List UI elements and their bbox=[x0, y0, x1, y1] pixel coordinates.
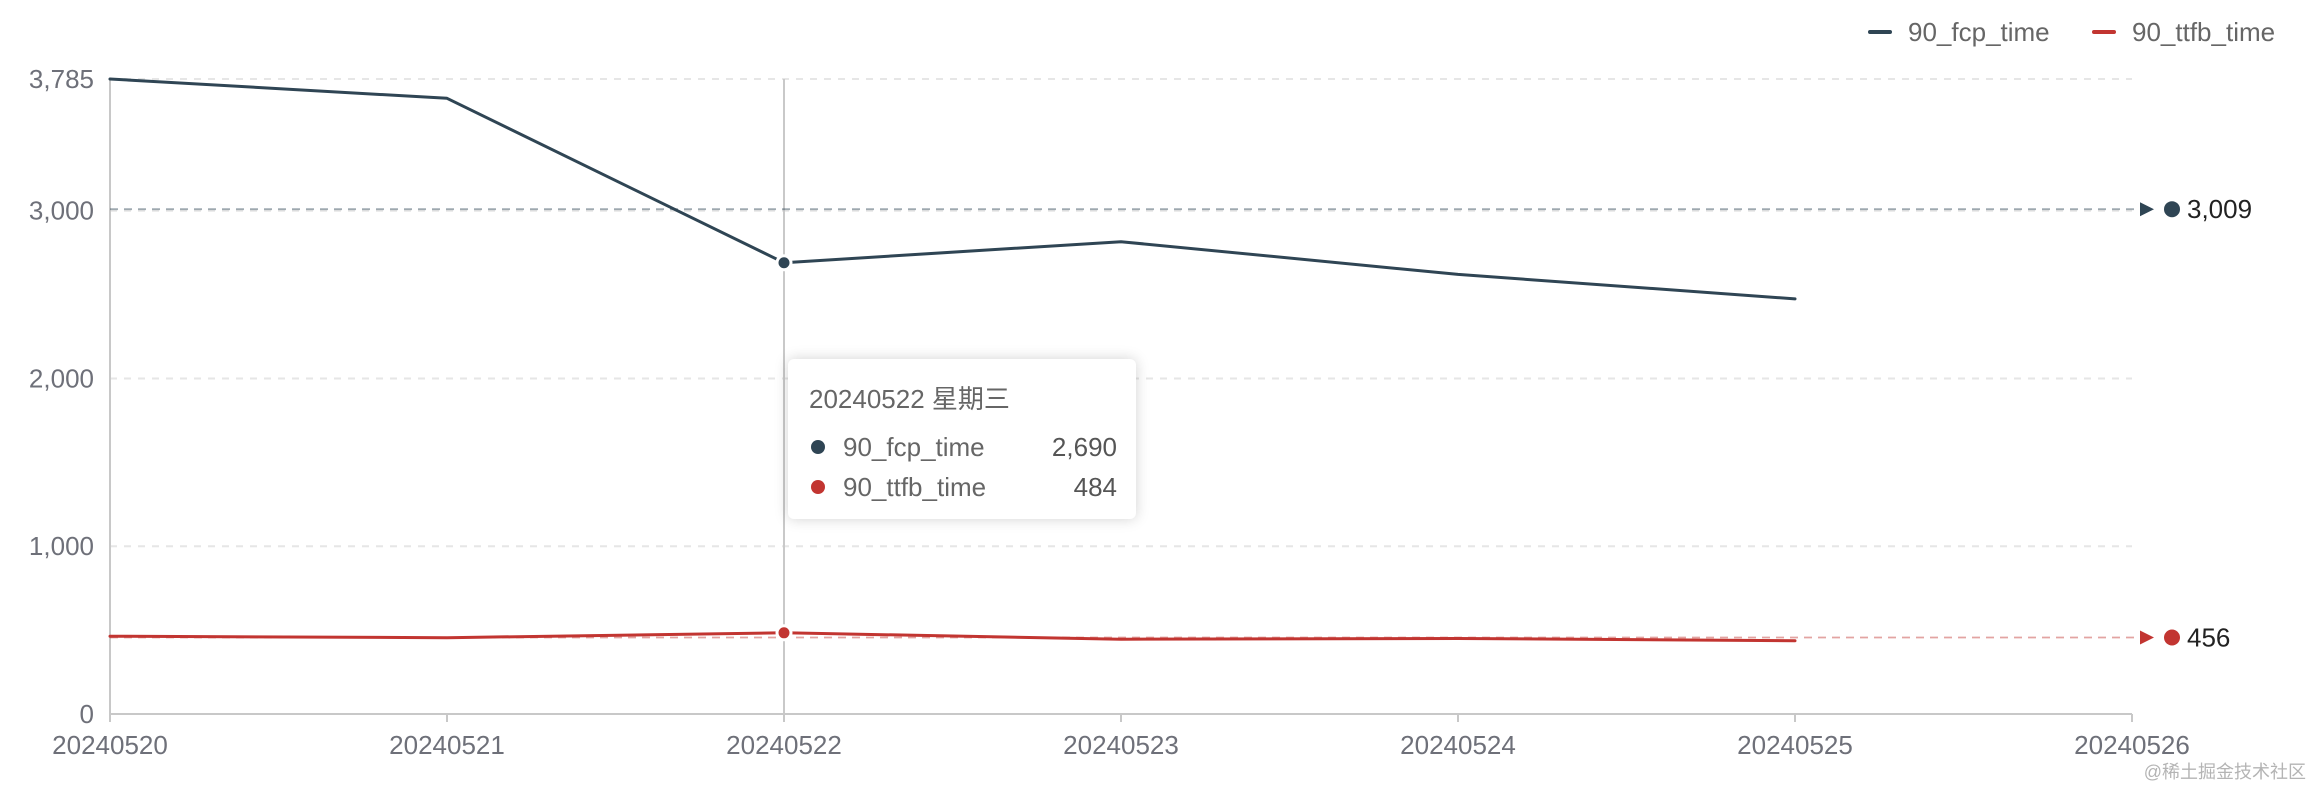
series-line-90-ttfb-time bbox=[108, 631, 1797, 643]
legend-label-90-fcp-time: 90_fcp_time bbox=[1908, 17, 2050, 47]
watermark: @稀土掘金技术社区 bbox=[2143, 762, 2306, 782]
mark-line-ends: 3,009 456 bbox=[2140, 194, 2252, 652]
y-tick-label-0: 0 bbox=[80, 699, 94, 729]
x-tick-label-3: 20240523 bbox=[1063, 730, 1179, 760]
y-tick-label-1: 1,000 bbox=[29, 531, 94, 561]
x-tick-label-1: 20240521 bbox=[389, 730, 505, 760]
data-point-90-fcp-time-2[interactable] bbox=[775, 254, 793, 272]
x-tick-label-5: 20240525 bbox=[1737, 730, 1853, 760]
mark-line-label-90-ttfb-time: 456 bbox=[2187, 622, 2230, 652]
legend-swatch-90-fcp-time bbox=[1868, 30, 1892, 34]
mark-line-arrow-90-ttfb-time bbox=[2140, 630, 2154, 645]
mark-line-label-90-fcp-time: 3,009 bbox=[2187, 194, 2252, 224]
tooltip-row-90-ttfb-time: 90_ttfb_time 484 bbox=[809, 467, 1117, 507]
data-points bbox=[775, 254, 793, 642]
tooltip: 20240522 星期三 90_fcp_time 2,690 90_ttfb_t… bbox=[788, 359, 1136, 519]
tooltip-series-value: 2,690 bbox=[1051, 432, 1117, 462]
y-tick-label-3: 3,000 bbox=[29, 196, 94, 226]
tooltip-title: 20240522 星期三 bbox=[809, 384, 1010, 414]
legend-item-90-fcp-time[interactable]: 90_fcp_time bbox=[1868, 17, 2050, 47]
tooltip-series-name: 90_fcp_time bbox=[843, 432, 985, 462]
tooltip-row-90-fcp-time: 90_fcp_time 2,690 bbox=[809, 427, 1117, 467]
mark-line-dot-90-ttfb-time bbox=[2164, 629, 2180, 646]
mark-line-dot-90-fcp-time bbox=[2164, 201, 2180, 218]
legend-swatch-90-ttfb-time bbox=[2092, 30, 2116, 34]
x-tick-label-2: 20240522 bbox=[726, 730, 842, 760]
y-tick-label-2: 2,000 bbox=[29, 363, 94, 393]
tooltip-series-name: 90_ttfb_time bbox=[843, 472, 987, 502]
series-lines bbox=[108, 77, 1797, 643]
series-line-90-fcp-time bbox=[108, 77, 1797, 301]
x-tick-label-4: 20240524 bbox=[1400, 730, 1516, 760]
axes: 0 1,000 2,000 3,000 3,785 20240520 20240521 202… bbox=[29, 64, 2190, 760]
x-tick-label-0: 20240520 bbox=[52, 730, 168, 760]
mark-line-arrow-90-fcp-time bbox=[2140, 202, 2154, 217]
y-tick-label-4: 3,785 bbox=[29, 64, 94, 94]
x-tick-label-6: 20240526 bbox=[2074, 730, 2190, 760]
legend-item-90-ttfb-time[interactable]: 90_ttfb_time bbox=[2092, 17, 2275, 47]
data-point-90-ttfb-time-2[interactable] bbox=[775, 624, 793, 642]
tooltip-series-value: 484 bbox=[1073, 472, 1117, 502]
tooltip-dot-90-fcp-time bbox=[811, 440, 825, 454]
tooltip-dot-90-ttfb-time bbox=[811, 480, 825, 494]
grid-lines bbox=[110, 78, 2132, 548]
legend-label-90-ttfb-time: 90_ttfb_time bbox=[2132, 17, 2276, 47]
